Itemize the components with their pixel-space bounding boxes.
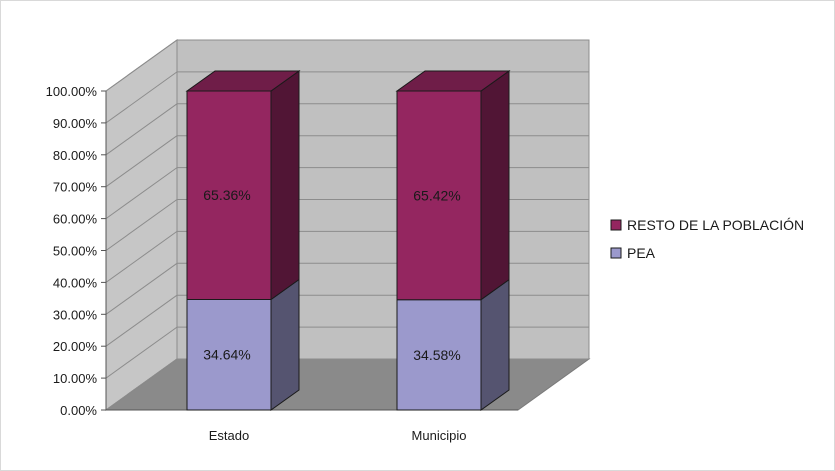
gridline-side bbox=[105, 358, 178, 411]
gridline-side bbox=[105, 103, 178, 156]
gridline-side bbox=[105, 262, 178, 315]
legend-swatch bbox=[610, 219, 622, 231]
gridline-side bbox=[105, 294, 178, 347]
legend: RESTO DE LA POBLACIÓN PEA bbox=[610, 217, 804, 261]
y-tick-label: 20.00% bbox=[53, 339, 98, 354]
y-tick-label: 0.00% bbox=[60, 403, 97, 418]
legend-label: PEA bbox=[627, 245, 656, 261]
y-tick-label: 60.00% bbox=[53, 212, 98, 227]
legend-swatch bbox=[610, 247, 622, 259]
gridline-side bbox=[105, 71, 178, 124]
y-tick-label: 100.00% bbox=[46, 84, 98, 99]
y-tick-label: 40.00% bbox=[53, 275, 98, 290]
data-label: 65.36% bbox=[203, 187, 250, 203]
bar-top bbox=[185, 70, 301, 92]
category-label: Municipio bbox=[412, 428, 467, 443]
bar-top bbox=[395, 70, 511, 92]
legend-item: PEA bbox=[610, 245, 656, 261]
data-label: 65.42% bbox=[413, 187, 460, 203]
gridline-side bbox=[105, 326, 178, 379]
bar-municipio-resto: 65.42% bbox=[395, 70, 511, 301]
bar-estado-resto: 65.36% bbox=[185, 70, 301, 301]
floor bbox=[104, 358, 591, 411]
chart-walls bbox=[104, 39, 591, 411]
y-tick-label: 90.00% bbox=[53, 116, 98, 131]
bars: 34.64% 65.36% 34.58% 65.42% bbox=[185, 70, 511, 411]
bar-side bbox=[270, 70, 300, 301]
bar-side bbox=[480, 278, 510, 411]
gridline-side bbox=[105, 230, 178, 283]
gridline-side bbox=[105, 199, 178, 251]
y-tick-label: 30.00% bbox=[53, 307, 98, 322]
data-label: 34.58% bbox=[413, 347, 460, 363]
gridline-side bbox=[105, 135, 178, 188]
category-labels: Estado Municipio bbox=[209, 428, 467, 443]
legend-label: RESTO DE LA POBLACIÓN bbox=[627, 217, 804, 233]
category-label: Estado bbox=[209, 428, 249, 443]
gridline-side bbox=[105, 39, 178, 92]
bar-side bbox=[480, 70, 510, 301]
legend-item: RESTO DE LA POBLACIÓN bbox=[610, 217, 804, 233]
bar-estado-pea: 34.64% bbox=[186, 278, 300, 411]
y-tick-label: 50.00% bbox=[53, 244, 98, 259]
y-tick-label: 10.00% bbox=[53, 371, 98, 386]
y-tick-label: 70.00% bbox=[53, 180, 98, 195]
data-label: 34.64% bbox=[203, 347, 250, 363]
y-axis-ticks: 0.00% 10.00% 20.00% 30.00% 40.00% 50.00% 60.00… bbox=[46, 84, 518, 418]
y-tick-label: 80.00% bbox=[53, 148, 98, 163]
bar-municipio-pea: 34.58% bbox=[396, 278, 510, 411]
bar-side bbox=[270, 278, 300, 411]
gridline-side bbox=[105, 167, 178, 220]
